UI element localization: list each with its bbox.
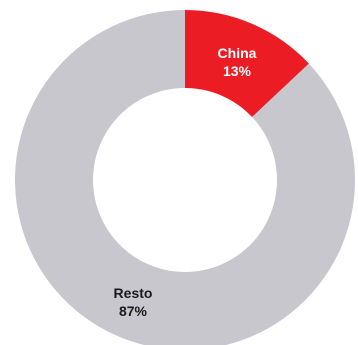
slice-resto — [15, 10, 355, 345]
donut-slices — [15, 10, 355, 345]
slice-category-label: China — [218, 45, 257, 61]
slice-china — [185, 10, 309, 118]
slice-category-label: Resto — [114, 285, 153, 301]
slice-labels: China 13% Resto 87% — [114, 45, 257, 319]
slice-value-label: 87% — [119, 303, 148, 319]
slice-value-label: 13% — [223, 63, 252, 79]
